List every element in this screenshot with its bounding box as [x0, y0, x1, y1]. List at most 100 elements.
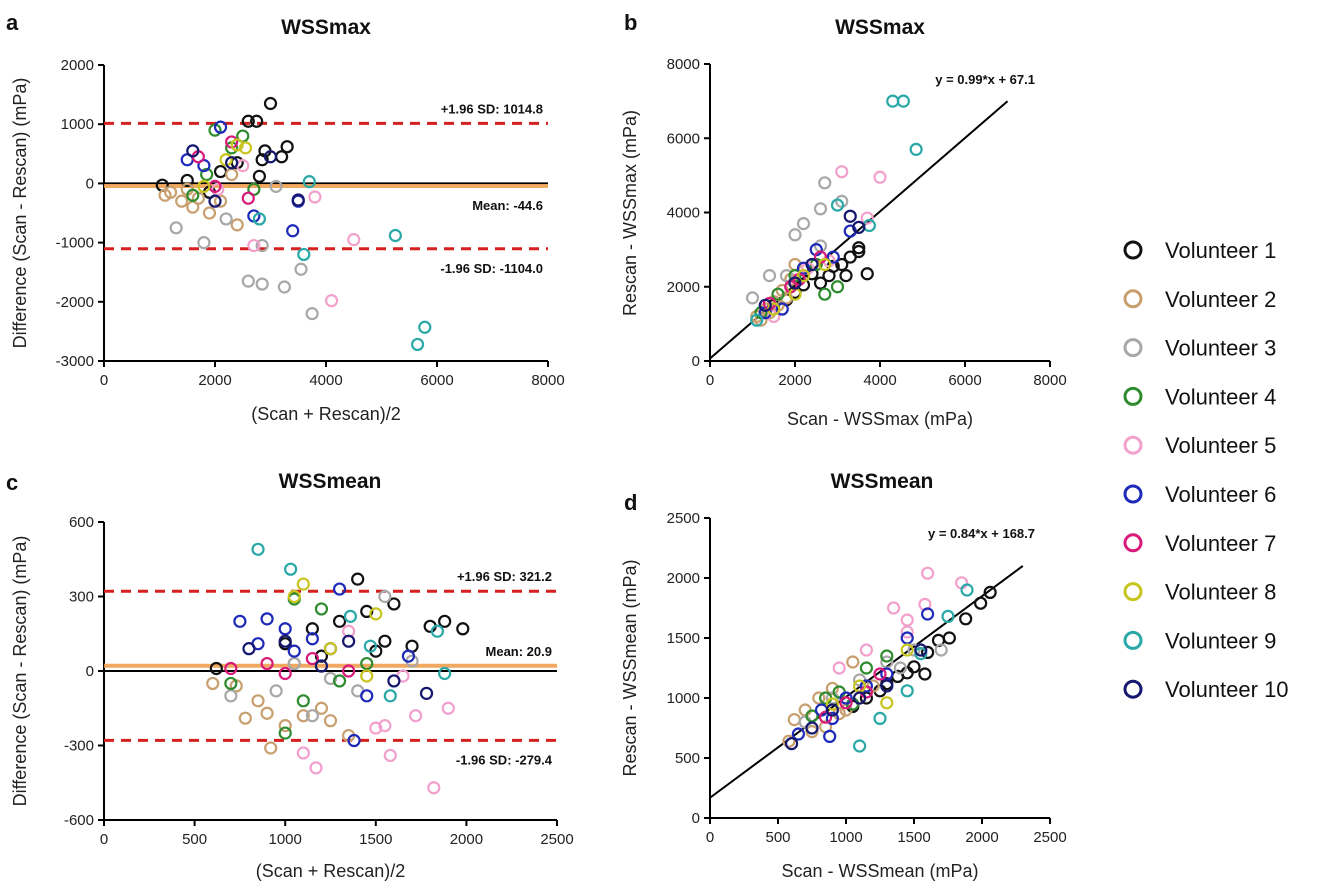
data-point [332, 614, 347, 628]
data-point [209, 661, 223, 676]
data-point [762, 269, 777, 283]
data-point [784, 736, 799, 751]
data-point [920, 566, 935, 580]
data-point [202, 206, 217, 220]
data-point [169, 221, 183, 235]
data-point [839, 269, 853, 283]
data-point [305, 651, 319, 666]
data-point [826, 250, 840, 264]
data-point [309, 761, 323, 775]
legend-marker-icon [1123, 435, 1143, 455]
legend-marker-icon [1123, 679, 1143, 699]
data-point [186, 144, 200, 158]
data-point [197, 179, 211, 193]
data-point [835, 165, 849, 179]
data-point [305, 307, 319, 321]
data-point [378, 589, 392, 604]
panel-d-xlabel: Scan - WSSmean (mPa) [781, 861, 978, 881]
data-point [284, 562, 298, 576]
data-point [771, 287, 785, 301]
panel-d-title: WSSmean [831, 470, 934, 493]
panel-a-xlabel: (Scan + Rescan)/2 [251, 404, 401, 424]
data-point [225, 167, 239, 182]
data-point [233, 614, 247, 628]
legend-marker-icon [1123, 240, 1143, 260]
x-tick-label: 2000 [965, 829, 998, 846]
data-point [852, 691, 867, 705]
data-point [818, 176, 832, 190]
data-point [880, 679, 894, 693]
y-tick-label: 1000 [667, 690, 700, 707]
data-point [843, 250, 857, 264]
x-tick-label: 4000 [309, 372, 342, 389]
x-tick-label: 6000 [948, 372, 981, 389]
data-point [427, 781, 441, 795]
data-point [920, 607, 935, 621]
data-point [818, 691, 833, 705]
data-point [779, 269, 794, 283]
data-point [900, 643, 914, 657]
y-tick-label: -1000 [56, 235, 94, 252]
y-tick-label: 0 [692, 810, 700, 827]
legend-marker-icon [1123, 533, 1143, 553]
x-tick-label: 4000 [863, 372, 896, 389]
data-point [873, 170, 887, 184]
data-point [342, 664, 356, 678]
data-point [269, 684, 283, 698]
data-point [860, 267, 874, 281]
data-point [873, 667, 887, 681]
data-point [846, 655, 860, 669]
legend-label: Volunteer 1 [1165, 238, 1276, 263]
data-point [974, 596, 988, 610]
panel-d-fit-label: y = 0.84*x + 168.7 [928, 526, 1035, 541]
data-point [280, 140, 294, 154]
x-tick-label: 1000 [269, 831, 302, 848]
data-point [363, 639, 377, 653]
data-point [278, 726, 292, 740]
panel-a-title: WSSmax [281, 16, 371, 39]
data-point [852, 220, 866, 234]
data-point [308, 190, 322, 204]
lower_loa-label: -1.96 SD: -1104.0 [440, 261, 543, 276]
data-point [900, 684, 914, 698]
data-point [324, 294, 339, 308]
mean-label: Mean: -44.6 [472, 198, 543, 213]
legend-marker-icon [1123, 484, 1143, 504]
data-point [818, 710, 833, 724]
data-point [918, 667, 932, 681]
data-point [360, 656, 374, 671]
data-point [438, 666, 452, 681]
legend-label: Volunteer 8 [1165, 580, 1276, 605]
data-point [907, 660, 921, 674]
y-tick-label: 500 [675, 750, 700, 767]
legend-label: Volunteer 10 [1165, 677, 1289, 702]
data-point [825, 703, 840, 717]
data-point [314, 659, 329, 673]
x-tick-label: 0 [100, 372, 108, 389]
legend: Volunteer 1 Volunteer 2 Volunteer 3 Volunte… [1123, 238, 1289, 702]
legend-marker-icon [1123, 386, 1143, 406]
data-point [369, 721, 383, 735]
data-point [805, 721, 819, 735]
data-point [164, 185, 178, 199]
data-point [893, 661, 908, 675]
data-point [782, 734, 796, 748]
legend-label: Volunteer 2 [1165, 287, 1276, 312]
data-point [378, 719, 392, 733]
y-tick-label: 0 [86, 175, 94, 192]
data-point [247, 238, 261, 253]
data-point [383, 689, 397, 703]
data-point [880, 696, 894, 710]
data-point [296, 577, 310, 591]
data-point [305, 632, 319, 646]
data-point [880, 649, 894, 663]
x-tick-label: 6000 [420, 372, 453, 389]
data-point [401, 649, 416, 663]
data-point [263, 150, 278, 164]
y-tick-label: 2500 [667, 510, 700, 527]
panel-b-letter: b [624, 10, 637, 35]
data-point [758, 298, 772, 312]
data-point [286, 224, 300, 238]
